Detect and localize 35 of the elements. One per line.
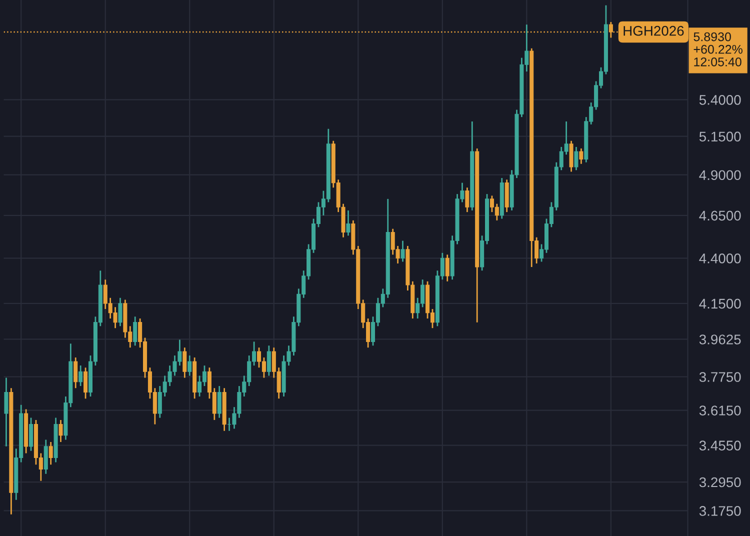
candlestick — [182, 346, 187, 378]
y-tick-label: 4.1500 — [699, 298, 741, 309]
candlestick — [84, 366, 88, 400]
y-tick-label: 3.2950 — [699, 477, 741, 488]
ref-line-label: HGH2026 — [624, 26, 684, 36]
text: 5.8930 +60.22% 12:05:40 — [694, 32, 742, 66]
y-tick-label: 3.1750 — [699, 506, 741, 516]
y-tick-label: 4.9000 — [699, 170, 741, 180]
candlestick — [28, 417, 34, 452]
candlestick — [445, 254, 450, 282]
y-tick-label: 3.4550 — [699, 440, 741, 450]
candlestick — [217, 385, 222, 418]
candlestick — [569, 140, 574, 172]
candlestick — [133, 316, 138, 346]
candlestick — [74, 356, 78, 389]
y-tick-label: 5.4000 — [699, 94, 741, 105]
y-tick-label: 5.1500 — [699, 132, 741, 142]
y-tick-label: 4.4000 — [699, 254, 741, 264]
candlestick — [44, 439, 48, 475]
candlestick — [465, 186, 470, 213]
candlestick — [48, 441, 53, 466]
candlestick — [579, 148, 584, 165]
candlestick — [118, 297, 122, 327]
candlestick — [266, 344, 271, 376]
candlestick — [400, 240, 405, 262]
candlestick — [346, 210, 350, 236]
candlestick — [574, 146, 578, 171]
y-tick-label: 4.6500 — [699, 210, 741, 221]
candlestick — [58, 419, 63, 443]
y-tick-label: 3.9625 — [699, 334, 741, 344]
candlestick — [4, 377, 8, 448]
candlestick — [78, 364, 83, 387]
candlestick — [188, 354, 192, 376]
y-tick-label: 3.6150 — [699, 406, 741, 416]
y-tick-label: 3.7750 — [699, 372, 741, 382]
